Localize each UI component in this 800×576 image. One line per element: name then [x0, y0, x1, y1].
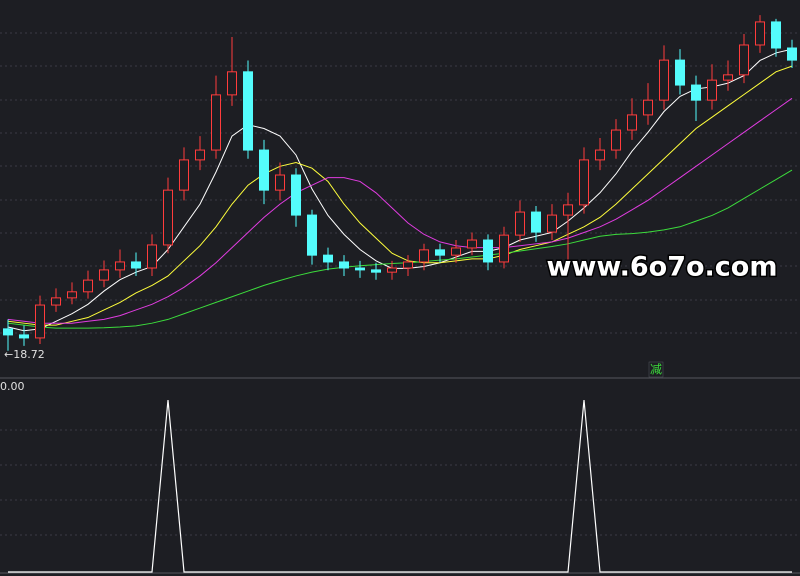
candle-body — [67, 291, 77, 299]
candle-body — [259, 149, 269, 191]
candle-body — [771, 21, 781, 49]
candle-body — [547, 214, 557, 233]
ma-line — [7, 169, 793, 329]
candle-body — [147, 244, 157, 269]
candle-body — [355, 267, 365, 271]
ma-line — [7, 48, 793, 332]
candle-body — [195, 149, 205, 161]
candle-body — [339, 261, 349, 269]
candle-body — [131, 261, 141, 269]
candle-body — [403, 261, 413, 269]
candle-body — [307, 214, 317, 256]
candle-body — [435, 249, 445, 256]
signal-label: 减 — [650, 363, 662, 377]
candle-body — [451, 247, 461, 256]
candle-body — [323, 254, 333, 263]
candle-body — [787, 47, 797, 61]
candle-body — [179, 159, 189, 191]
watermark: www.6o7o.com — [547, 252, 778, 283]
signal-box — [648, 361, 664, 378]
indicator-label: 0.00 — [0, 380, 25, 393]
candle-body — [691, 84, 701, 101]
ma-line — [7, 97, 793, 324]
candle-body — [291, 174, 301, 216]
candle-body — [643, 99, 653, 116]
grid — [0, 32, 800, 536]
candle-body — [611, 129, 621, 151]
candle-body — [163, 189, 173, 246]
candle-body — [211, 94, 221, 151]
candle-body — [723, 74, 733, 81]
candle-body — [659, 59, 669, 101]
candle-body — [595, 149, 605, 161]
candle-body — [675, 59, 685, 86]
candle-body — [531, 211, 541, 233]
candle-body — [275, 174, 285, 191]
ma-line — [7, 65, 793, 326]
candle-body — [243, 71, 253, 151]
candle-body — [483, 239, 493, 263]
candle-body — [579, 159, 589, 206]
candle-body — [467, 239, 477, 249]
candle-body — [563, 204, 573, 216]
candle-body — [115, 261, 125, 271]
candle-body — [371, 269, 381, 273]
candle-body — [755, 21, 765, 46]
candle-body — [707, 79, 717, 101]
candle-body — [19, 334, 29, 339]
candle-body — [627, 114, 637, 131]
candle-body — [419, 249, 429, 263]
candle-body — [387, 267, 397, 273]
candle-body — [51, 297, 61, 306]
candle-body — [99, 269, 109, 281]
candle-body — [83, 279, 93, 293]
candle-body — [35, 304, 45, 339]
low-marker-label: ←18.72 — [4, 348, 45, 361]
indicator-line — [8, 399, 792, 573]
candle-body — [227, 71, 237, 96]
candle-body — [3, 328, 13, 336]
candle-body — [739, 44, 749, 76]
candle-body — [499, 234, 509, 263]
candle-body — [515, 211, 525, 236]
